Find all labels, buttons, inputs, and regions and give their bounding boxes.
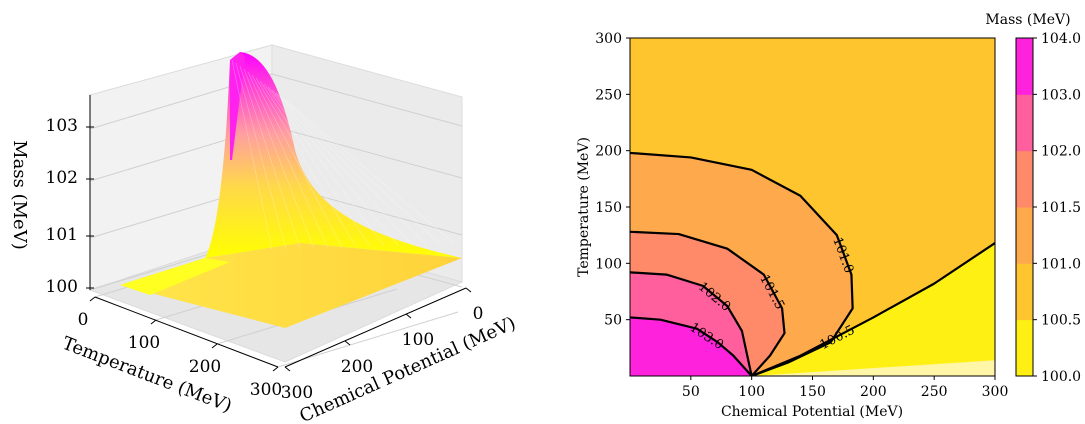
- region-103: [630, 317, 752, 376]
- region-wedge: [751, 360, 995, 376]
- contour-line-101.5: [630, 230, 786, 376]
- x-tick-mark: [272, 366, 279, 372]
- mesh-line: [239, 65, 301, 250]
- mesh-line: [247, 71, 329, 249]
- surface-peak-face: [230, 52, 245, 160]
- colorbar-tick-label: 102.0: [1041, 144, 1081, 160]
- y-tick-label: 100: [402, 330, 434, 350]
- colorbar-title: Mass (MeV): [985, 12, 1070, 28]
- y-tick-label: 150: [595, 200, 622, 216]
- y-tick-label: 200: [341, 357, 373, 377]
- z-axis-label: Mass (MeV): [9, 140, 30, 250]
- x-tick-label: 300: [250, 380, 282, 400]
- mesh-line: [255, 77, 357, 248]
- mesh-line: [243, 68, 315, 249]
- x-tick-label: 50: [682, 384, 700, 400]
- x-gridline: [277, 311, 459, 368]
- x-tick-label: 300: [982, 384, 1009, 400]
- y-tick-label: 0: [473, 304, 484, 324]
- y-tick-label: 300: [281, 383, 313, 403]
- contour-ylabel: Temperature (MeV): [576, 137, 592, 277]
- colorbar-tick-label: 100.0: [1041, 369, 1081, 385]
- colorbar: 100.0 100.5 101.0 101.5 102.0 103.0 104.0: [1015, 31, 1081, 385]
- surface-ridge: [205, 52, 462, 258]
- mesh-line: [283, 98, 455, 244]
- contour-line-101.0: [630, 151, 854, 376]
- y-tick-label: 50: [604, 313, 622, 329]
- contour-plot: 101.0 101.5 102.0 103.0 100.5 50 100 150 200 250…: [576, 12, 1081, 420]
- y-tick-mark: [344, 340, 351, 346]
- z-tick-label: 101: [46, 225, 78, 245]
- contour-xlabel: Chemical Potential (MeV): [721, 404, 903, 420]
- x-tick-label: 200: [189, 357, 221, 377]
- colorbar-tick-label: 104.0: [1041, 31, 1081, 47]
- mesh-line: [235, 62, 287, 250]
- x-tick-label: 200: [860, 384, 887, 400]
- x-tick-label: 100: [128, 333, 160, 353]
- mesh-line: [263, 83, 385, 247]
- colorbar-tick-label: 101.0: [1041, 256, 1081, 272]
- colorbar-segment: [1016, 150, 1033, 208]
- colorbar-segment: [1016, 263, 1033, 321]
- y-tick-mark: [405, 313, 412, 319]
- mesh-line: [267, 86, 399, 246]
- y-tick-mark: [465, 287, 472, 293]
- colorbar-tick-label: 100.5: [1041, 313, 1081, 329]
- contour-line-103.0: [630, 316, 753, 376]
- z-tick-label: 103: [46, 116, 78, 136]
- x-tick-mark: [89, 296, 96, 302]
- mesh-line: [271, 89, 413, 246]
- x-tick-label: 250: [921, 384, 948, 400]
- z-tick-label: 100: [46, 277, 78, 297]
- colorbar-segment: [1016, 94, 1033, 152]
- contour-line-102.0: [630, 271, 753, 376]
- y-tick-label: 200: [595, 144, 622, 160]
- colorbar-segment: [1016, 207, 1033, 264]
- colorbar-tick-label: 101.5: [1041, 200, 1081, 216]
- x-tick-label: 0: [78, 310, 89, 330]
- surface-mesh: [231, 59, 455, 251]
- mesh-line: [231, 59, 273, 251]
- x-tick-mark: [150, 319, 157, 325]
- y-tick-label: 100: [595, 256, 622, 272]
- colorbar-tick-label: 103.0: [1041, 87, 1081, 103]
- mesh-line: [251, 74, 343, 248]
- y-tick-label: 250: [595, 87, 622, 103]
- colorbar-segment: [1016, 319, 1033, 377]
- x-axis-line: [94, 296, 279, 368]
- colorbar-segment: [1016, 38, 1033, 95]
- x-tick-mark: [211, 343, 218, 349]
- region-100-0: [751, 243, 995, 376]
- mesh-line: [259, 80, 371, 247]
- z-gridline: [89, 73, 463, 130]
- x-tick-label: 150: [799, 384, 826, 400]
- contour-fills: [630, 152, 995, 376]
- mesh-line: [279, 95, 441, 245]
- contour-line-100.5: [751, 242, 995, 376]
- x-tick-label: 100: [738, 384, 765, 400]
- y-tick-mark: [284, 366, 291, 372]
- mesh-line: [275, 92, 427, 245]
- contour-axes: 50 100 150 200 250 300 50 100 150 200 250 300: [595, 31, 1008, 400]
- surface-flat-left: [120, 258, 230, 295]
- z-tick-label: 102: [46, 168, 78, 188]
- y-axis-line: [284, 287, 467, 368]
- y-tick-label: 300: [595, 31, 622, 47]
